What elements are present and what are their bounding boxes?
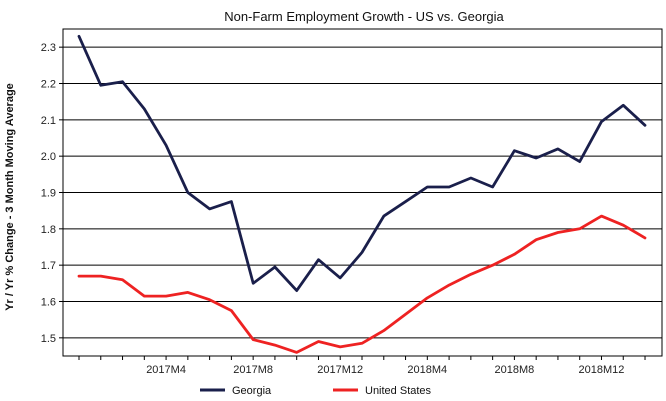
y-tick-label: 1.8 [41,224,56,236]
x-tick-label: 2018M12 [579,364,625,376]
legend-label-united-states: United States [365,385,432,397]
y-tick-label: 1.5 [41,333,56,345]
series-line-united-states [77,214,647,354]
x-tick-label: 2017M12 [317,364,363,376]
chart-title: Non-Farm Employment Growth - US vs. Geor… [224,9,504,24]
legend: Georgia United States [200,385,432,397]
y-tick-label: 1.9 [41,188,56,200]
y-axis-ticks: 1.5 1.6 1.7 1.8 1.9 2.0 2.1 2.2 2.3 [41,42,63,345]
y-tick-label: 1.7 [41,260,56,272]
y-tick-label: 2.1 [41,115,56,127]
x-tick-label: 2018M4 [407,364,447,376]
x-tick-label: 2018M8 [495,364,535,376]
y-tick-label: 2.2 [41,79,56,91]
x-tick-label: 2017M4 [146,364,186,376]
series-lines [77,34,647,354]
y-tick-label: 2.3 [41,42,56,54]
y-tick-label: 2.0 [41,151,56,163]
x-tick-label: 2017M8 [233,364,273,376]
y-axis-label: Yr / Yr % Change - 3 Month Moving Averag… [4,83,16,311]
legend-label-georgia: Georgia [232,385,272,397]
series-line-georgia [77,34,647,293]
gridlines [63,46,662,339]
x-axis-ticks: 2017M4 2017M8 2017M12 2018M4 2018M8 2018M12 [78,356,646,376]
y-tick-label: 1.6 [41,297,56,309]
